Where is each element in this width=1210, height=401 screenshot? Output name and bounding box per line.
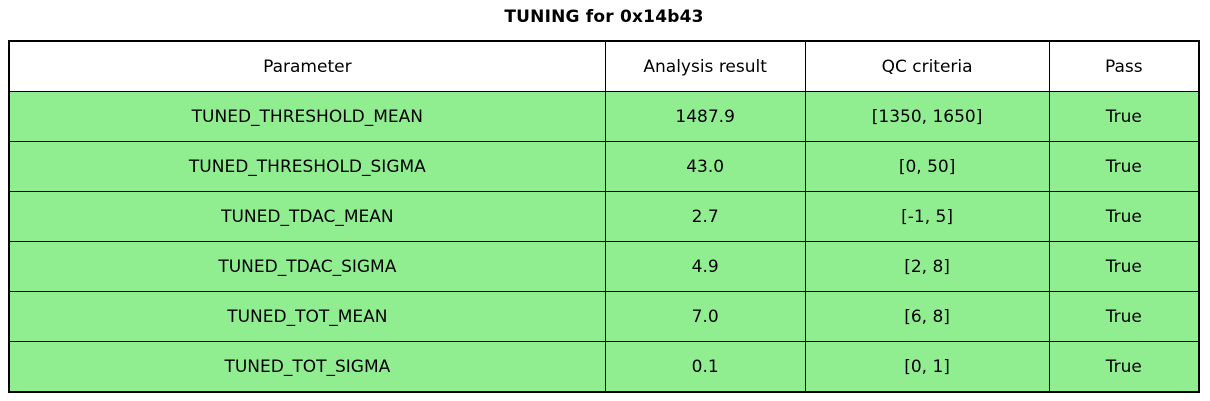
table-row: TUNED_TOT_MEAN 7.0 [6, 8] True <box>8 291 1200 342</box>
table-row: TUNED_TOT_SIGMA 0.1 [0, 1] True <box>8 341 1200 393</box>
cell-parameter: TUNED_THRESHOLD_MEAN <box>8 91 606 142</box>
cell-pass: True <box>1048 91 1200 142</box>
table-row: TUNED_TDAC_MEAN 2.7 [-1, 5] True <box>8 191 1200 242</box>
cell-parameter: TUNED_TDAC_SIGMA <box>8 241 606 292</box>
cell-analysis-result: 2.7 <box>604 191 806 242</box>
cell-qc-criteria: [6, 8] <box>804 291 1050 342</box>
cell-pass: True <box>1048 141 1200 192</box>
cell-analysis-result: 7.0 <box>604 291 806 342</box>
cell-pass: True <box>1048 341 1200 393</box>
header-qc-criteria: QC criteria <box>804 40 1050 92</box>
cell-qc-criteria: [1350, 1650] <box>804 91 1050 142</box>
cell-analysis-result: 43.0 <box>604 141 806 192</box>
cell-qc-criteria: [0, 1] <box>804 341 1050 393</box>
cell-qc-criteria: [2, 8] <box>804 241 1050 292</box>
table-row: TUNED_THRESHOLD_SIGMA 43.0 [0, 50] True <box>8 141 1200 192</box>
page-title: TUNING for 0x14b43 <box>504 7 704 27</box>
cell-parameter: TUNED_TOT_MEAN <box>8 291 606 342</box>
header-row: Parameter Analysis result QC criteria Pa… <box>8 40 1200 92</box>
header-analysis-result: Analysis result <box>604 40 806 92</box>
cell-parameter: TUNED_TOT_SIGMA <box>8 341 606 393</box>
cell-qc-criteria: [-1, 5] <box>804 191 1050 242</box>
cell-analysis-result: 4.9 <box>604 241 806 292</box>
qc-table: Parameter Analysis result QC criteria Pa… <box>8 40 1200 393</box>
table-row: TUNED_TDAC_SIGMA 4.9 [2, 8] True <box>8 241 1200 292</box>
cell-analysis-result: 1487.9 <box>604 91 806 142</box>
cell-qc-criteria: [0, 50] <box>804 141 1050 192</box>
header-pass: Pass <box>1048 40 1200 92</box>
header-parameter: Parameter <box>8 40 606 92</box>
table-row: TUNED_THRESHOLD_MEAN 1487.9 [1350, 1650]… <box>8 91 1200 142</box>
cell-analysis-result: 0.1 <box>604 341 806 393</box>
cell-parameter: TUNED_TDAC_MEAN <box>8 191 606 242</box>
cell-parameter: TUNED_THRESHOLD_SIGMA <box>8 141 606 192</box>
cell-pass: True <box>1048 291 1200 342</box>
cell-pass: True <box>1048 191 1200 242</box>
cell-pass: True <box>1048 241 1200 292</box>
